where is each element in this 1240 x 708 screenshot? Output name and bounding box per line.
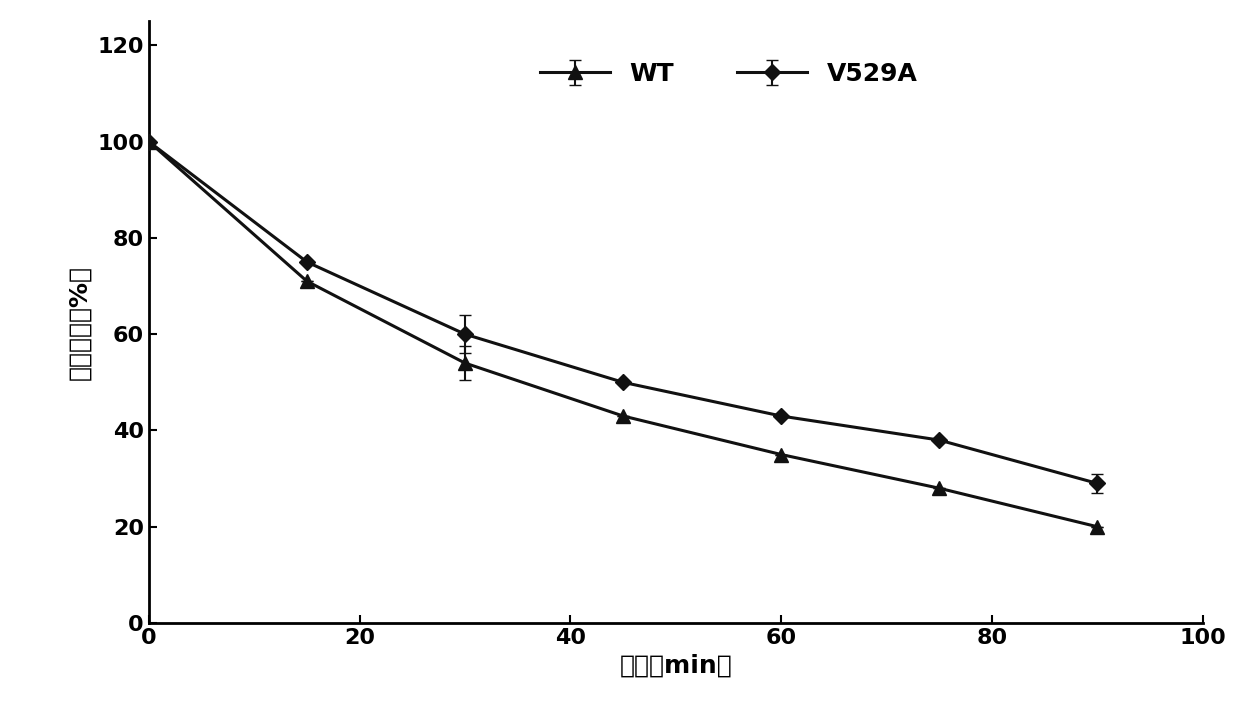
- Y-axis label: 相对酶活（%）: 相对酶活（%）: [68, 265, 92, 379]
- X-axis label: 时间（min）: 时间（min）: [620, 653, 732, 678]
- Legend: WT, V529A: WT, V529A: [529, 52, 928, 96]
